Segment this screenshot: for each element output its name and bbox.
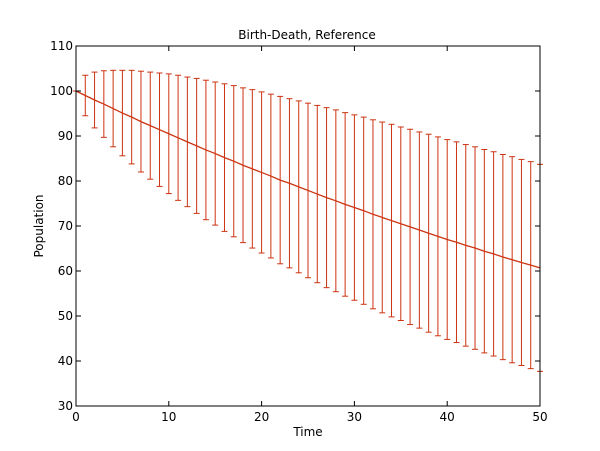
x-tick-label: 50 — [532, 410, 547, 424]
x-tick-label: 40 — [440, 410, 455, 424]
y-tick-label: 110 — [50, 39, 73, 53]
x-tick-label: 10 — [161, 410, 176, 424]
y-tick-label: 30 — [58, 399, 73, 413]
plot-area — [73, 69, 543, 372]
y-tick-label: 90 — [58, 129, 73, 143]
x-tick-label: 0 — [72, 410, 80, 424]
y-tick-label: 100 — [50, 84, 73, 98]
chart-title: Birth-Death, Reference — [238, 28, 375, 42]
x-tick-label: 30 — [347, 410, 362, 424]
y-tick-label: 70 — [58, 219, 73, 233]
x-axis-label: Time — [292, 425, 322, 439]
y-axis-label: Population — [32, 194, 46, 257]
mean-line — [75, 90, 541, 269]
axis-ticks: 0 10 20 30 40 50 30 40 50 60 70 80 90 100 110 — [50, 39, 548, 424]
y-tick-label: 80 — [58, 174, 73, 188]
x-tick-label: 20 — [254, 410, 269, 424]
y-tick-label: 50 — [58, 309, 73, 323]
y-tick-label: 40 — [58, 354, 73, 368]
y-tick-label: 60 — [58, 264, 73, 278]
